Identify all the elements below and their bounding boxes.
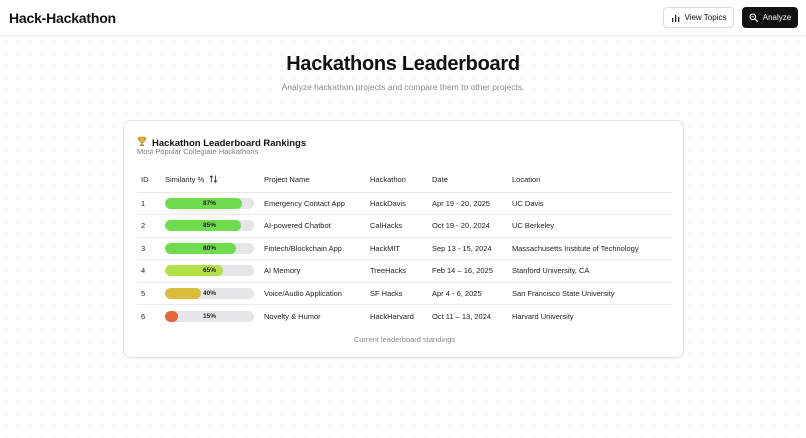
sort-arrows-icon[interactable] — [209, 174, 218, 185]
row-id: 6 — [141, 311, 146, 321]
leaderboard-table: ID Similarity % Project Name Hackathon — [137, 168, 672, 327]
column-header-date: Date — [432, 168, 512, 193]
similarity-cell: 40% — [165, 282, 264, 305]
similarity-bar-fill — [165, 197, 243, 209]
table-row[interactable]: 1 87% Emergency Contact App HackDavis Apr 19… — [137, 192, 672, 215]
hackathon-location: San Francisco State University — [512, 282, 672, 305]
view-topics-button[interactable]: View Topics — [663, 7, 734, 28]
analyze-button[interactable]: Analyze — [742, 7, 798, 28]
hackathon-location: UC Berkeley — [512, 214, 672, 238]
row-id: 2 — [137, 214, 165, 238]
card-header: Hackathon Leaderboard Rankings — [137, 134, 306, 152]
hackathon-location: Stanford University, CA — [512, 259, 672, 283]
project-name: AI-powered Chatbot — [264, 214, 370, 238]
hackathon-date: Feb 14 – 16, 2025 — [432, 259, 512, 283]
table-row[interactable]: 5 40% Voice/Audio Application SF Hacks Apr 4… — [137, 282, 672, 305]
hackathon-date: Oct 11 – 13, 2024 — [432, 311, 492, 321]
similarity-cell: 15% — [165, 305, 264, 328]
hackathon-name: CalHacks — [370, 214, 432, 238]
hackathon-date: Apr 4 - 6, 2025 — [432, 282, 512, 305]
row-id: 4 — [137, 259, 165, 283]
analyze-label: Analyze — [762, 13, 792, 22]
table-row[interactable]: 6 15% Novelty & Humor HackHarvard Oct 11 – 1… — [137, 305, 672, 328]
column-header-project: Project Name — [264, 168, 370, 193]
view-topics-label: View Topics — [684, 13, 727, 22]
column-header-location: Location — [512, 168, 672, 193]
project-name: Fintech/Blockchain App — [264, 237, 370, 260]
row-id: 3 — [137, 237, 165, 260]
project-name: Emergency Contact App — [264, 192, 370, 215]
similarity-bar: 80% — [165, 242, 254, 254]
table-row[interactable]: 2 85% AI-powered Chatbot CalHacks Oct 19 - 2… — [137, 214, 672, 238]
hackathon-name: TreeHacks — [370, 259, 432, 283]
similarity-value: 87% — [202, 199, 216, 207]
similarity-header-label: Similarity % — [165, 175, 205, 185]
hackathon-name: HackHarvard — [370, 311, 414, 321]
hackathon-date: Sep 13 - 15, 2024 — [432, 237, 512, 260]
leaderboard-card: Hackathon Leaderboard Rankings Most Popu… — [123, 120, 684, 358]
similarity-bar-fill — [165, 310, 179, 322]
similarity-bar: 40% — [165, 287, 254, 299]
similarity-bar-fill — [165, 265, 223, 277]
hackathon-date: Oct 19 - 20, 2024 — [432, 214, 512, 238]
similarity-bar-fill — [165, 242, 237, 254]
column-header-hackathon: Hackathon — [370, 168, 432, 193]
similarity-cell: 80% — [165, 237, 264, 260]
column-header-similarity[interactable]: Similarity % — [165, 168, 264, 193]
similarity-bar: 85% — [165, 220, 254, 232]
card-title: Hackathon Leaderboard Rankings — [152, 137, 307, 149]
similarity-bar-fill — [165, 220, 241, 232]
similarity-value: 80% — [202, 244, 216, 252]
row-id: 1 — [137, 192, 165, 215]
hackathon-name: HackMIT — [370, 237, 432, 260]
hackathon-location: Massachusetts Institute of Technology — [512, 237, 672, 260]
similarity-cell: 85% — [165, 214, 264, 238]
table-row[interactable]: 3 80% Fintech/Blockchain App HackMIT Sep 13 … — [137, 237, 672, 260]
similarity-cell: 87% — [165, 192, 264, 215]
similarity-bar: 15% — [165, 310, 254, 322]
column-header-id: ID — [137, 168, 165, 193]
similarity-bar-fill — [165, 287, 201, 299]
project-name: Voice/Audio Application — [264, 282, 370, 305]
hackathon-name: SF Hacks — [370, 282, 432, 305]
similarity-cell: 65% — [165, 259, 264, 283]
card-footer: Current leaderboard standings — [353, 335, 456, 344]
project-name: AI Memory — [264, 259, 370, 283]
similarity-bar: 87% — [165, 197, 254, 209]
hackathon-name: HackDavis — [370, 192, 432, 215]
bar-chart-icon — [671, 14, 680, 22]
similarity-value: 85% — [202, 222, 216, 230]
row-id: 5 — [137, 282, 165, 305]
table-body: 1 87% Emergency Contact App HackDavis Apr 19… — [137, 192, 672, 327]
card-subtitle: Most Popular Collegiate Hackathons — [137, 147, 259, 156]
hackathon-location: Harvard University — [512, 311, 574, 321]
similarity-value: 15% — [202, 312, 216, 320]
similarity-value: 65% — [202, 267, 216, 275]
hackathon-location: UC Davis — [512, 192, 672, 215]
hackathon-date: Apr 19 - 20, 2025 — [432, 192, 512, 215]
table-header-row: ID Similarity % Project Name Hackathon — [137, 168, 672, 193]
page-title: Hackathons Leaderboard — [286, 53, 520, 75]
trophy-icon — [137, 134, 147, 152]
similarity-bar: 65% — [165, 265, 254, 277]
similarity-value: 40% — [202, 289, 216, 297]
search-icon — [749, 13, 758, 22]
top-navbar: Hack-Hackathon View Topics Analyze — [0, 0, 806, 36]
project-name: Novelty & Humor — [264, 311, 321, 321]
table-row[interactable]: 4 65% AI Memory TreeHacks Feb 14 – 16, 2025 S… — [137, 259, 672, 283]
app-brand[interactable]: Hack-Hackathon — [9, 10, 116, 26]
page-subtitle: Analyze hackathon projects and compare t… — [281, 82, 525, 92]
